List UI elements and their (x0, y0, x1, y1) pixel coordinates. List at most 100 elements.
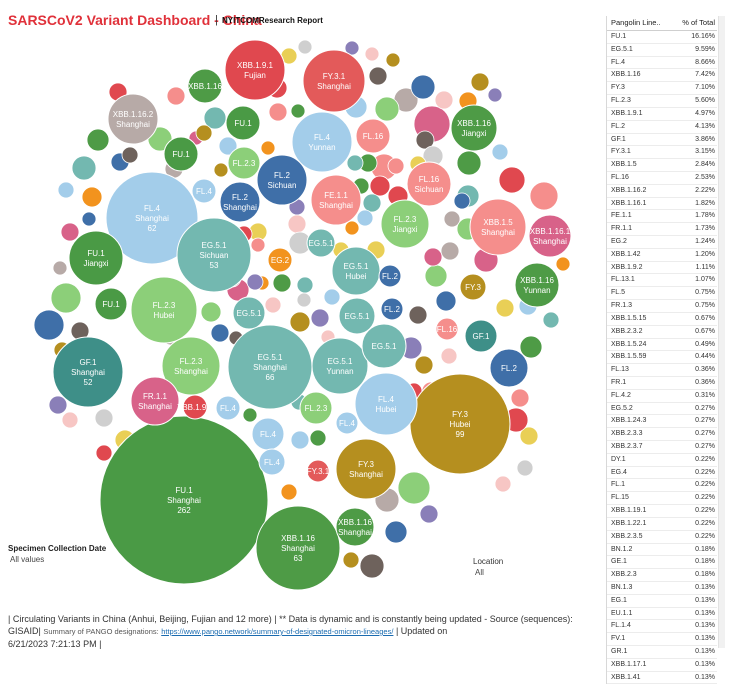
bubble-circle[interactable] (528, 214, 572, 258)
bubble-fu-1[interactable]: FU.1 (225, 105, 261, 141)
bubble-minor[interactable] (210, 323, 230, 343)
table-row[interactable]: EG.5.1 9.59% (607, 44, 717, 57)
bubble-fl-2[interactable]: FL.2 (489, 348, 529, 388)
bubble-minor[interactable] (408, 305, 428, 325)
bubble-circle[interactable] (225, 105, 261, 141)
bubble-minor[interactable] (555, 256, 571, 272)
table-row[interactable]: XBB.1.5.59 0.44% (607, 351, 717, 365)
bubble-minor[interactable] (516, 459, 534, 477)
bubble-minor[interactable] (60, 222, 80, 242)
bubble-circle[interactable] (219, 181, 261, 223)
table-row[interactable]: FY.3 7.10% (607, 82, 717, 96)
bubble-circle[interactable] (335, 507, 375, 547)
bubble-minor[interactable] (260, 140, 276, 156)
table-row[interactable]: FL.13 0.36% (607, 364, 717, 377)
table-row[interactable]: EG.1 0.13% (607, 595, 717, 608)
column-header-lineage[interactable]: Pangolin Line.. (611, 18, 661, 27)
bubble-minor[interactable] (414, 355, 434, 375)
bubble-minor[interactable] (510, 388, 530, 408)
bubble-minor[interactable] (419, 504, 439, 524)
table-row[interactable]: FR.1.1 1.73% (607, 223, 717, 236)
bubble-circle[interactable] (267, 247, 293, 273)
bubble-minor[interactable] (81, 211, 97, 227)
table-row[interactable]: XBB.1.5.15 0.67% (607, 313, 717, 326)
bubble-circle[interactable] (176, 217, 252, 293)
bubble-minor[interactable] (81, 186, 103, 208)
bubble-minor[interactable] (195, 124, 213, 142)
table-row[interactable]: XBB.1.17.1 0.13% (607, 659, 717, 672)
bubble-minor[interactable] (359, 553, 385, 579)
bubble-minor[interactable] (94, 408, 114, 428)
bubble-minor[interactable] (200, 301, 222, 323)
bubble-xbb-1-9-1[interactable]: XBB.1.9.1 (177, 394, 214, 420)
bubble-fl-16[interactable]: FL.16 (435, 317, 459, 341)
bubble-circle[interactable] (459, 273, 487, 301)
bubble-minor[interactable] (296, 292, 312, 308)
table-scrollbar[interactable] (718, 16, 725, 648)
bubble-circle[interactable] (130, 376, 180, 426)
table-row[interactable]: FL.2 4.13% (607, 121, 717, 134)
bubble-minor[interactable] (440, 347, 458, 365)
bubble-circle[interactable] (107, 93, 159, 145)
table-row[interactable]: EU.1.1 0.13% (607, 608, 717, 621)
bubble-eg-5-1[interactable]: EG.5.1 (306, 228, 336, 258)
bubble-circle[interactable] (354, 372, 418, 436)
bubble-minor[interactable] (519, 426, 539, 446)
table-row[interactable]: XBB.1.24.3 0.27% (607, 415, 717, 429)
bubble-minor[interactable] (453, 192, 471, 210)
bubble-minor[interactable] (203, 106, 227, 130)
bubble-eg-5-1[interactable]: EG.5.1 (361, 323, 407, 369)
bubble-minor[interactable] (519, 335, 543, 359)
table-row[interactable]: XBB.2.3.2 0.67% (607, 326, 717, 339)
bubble-minor[interactable] (494, 475, 512, 493)
bubble-circle[interactable] (163, 136, 199, 172)
bubble-minor[interactable] (310, 308, 330, 328)
bubble-minor[interactable] (166, 86, 186, 106)
bubble-minor[interactable] (246, 273, 264, 291)
bubble-fl-16[interactable]: FL.16 (355, 118, 391, 154)
bubble-circle[interactable] (302, 49, 366, 113)
bubble-circle[interactable] (361, 323, 407, 369)
table-row[interactable]: FL.1 0.22% (607, 479, 717, 493)
bubble-gf-1[interactable]: GF.1 (464, 319, 498, 353)
bubble-minor[interactable] (356, 209, 374, 227)
bubble-circle[interactable] (232, 296, 266, 330)
bubble-eg-5-1[interactable]: EG.5.1 (232, 296, 266, 330)
bubble-circle[interactable] (187, 68, 223, 104)
bubble-minor[interactable] (487, 87, 503, 103)
table-row[interactable]: XBB.1.9.2 1.11% (607, 262, 717, 275)
bubble-circle[interactable] (291, 111, 353, 173)
bubble-minor[interactable] (61, 411, 79, 429)
table-row[interactable]: XBB.1.16.1 1.82% (607, 198, 717, 211)
table-row[interactable]: XBB.2.3.5 0.22% (607, 531, 717, 544)
bubble-minor[interactable] (250, 237, 266, 253)
bubble-eg-5-1[interactable]: EG.5.1 (338, 297, 376, 335)
bubble-fy-3-1[interactable]: FY.3.1 (306, 459, 330, 483)
table-row[interactable]: XBB.1.5 2.84% (607, 159, 717, 172)
bubble-circle[interactable] (224, 39, 286, 101)
bubble-minor[interactable] (443, 210, 461, 228)
table-row[interactable]: FY.3.1 3.15% (607, 146, 717, 160)
bubble-circle[interactable] (380, 199, 430, 249)
bubble-minor[interactable] (289, 311, 311, 333)
table-row[interactable]: FR.1 0.36% (607, 377, 717, 390)
table-row[interactable]: FE.1.1 1.78% (607, 210, 717, 224)
bubble-minor[interactable] (385, 52, 401, 68)
table-row[interactable]: GE.1 0.18% (607, 556, 717, 570)
bubble-minor[interactable] (280, 483, 298, 501)
bubble-circle[interactable] (161, 336, 221, 396)
table-row[interactable]: GR.1 0.13% (607, 646, 717, 659)
bubble-minor[interactable] (309, 429, 327, 447)
bubble-minor[interactable] (213, 162, 229, 178)
table-row[interactable]: XBB.2.3.3 0.27% (607, 428, 717, 441)
table-row[interactable]: FU.1 16.16% (607, 31, 717, 44)
bubble-circle[interactable] (380, 297, 404, 321)
bubble-minor[interactable] (434, 90, 454, 110)
